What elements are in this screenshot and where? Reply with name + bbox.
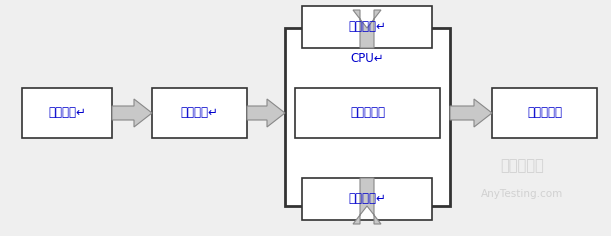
Text: 控制单元↵: 控制单元↵ [348,193,386,206]
Bar [22,88,112,138]
Text: AnyTesting.com: AnyTesting.com [481,189,563,198]
Polygon shape [247,99,285,127]
Text: 电源电路↵: 电源电路↵ [348,21,386,34]
Polygon shape [450,99,492,127]
Bar [295,88,440,138]
Text: 显示存储单: 显示存储单 [527,106,562,119]
Bar [492,88,597,138]
Text: 光学单元↵: 光学单元↵ [48,106,86,119]
Bar [302,178,432,220]
Text: 嘉峪检测网: 嘉峪检测网 [500,158,544,173]
Bar [302,6,432,48]
Polygon shape [353,10,381,48]
Bar [152,88,247,138]
Polygon shape [353,178,381,224]
Polygon shape [112,99,152,127]
Bar [285,28,450,206]
Text: 检测单元↵: 检测单元↵ [181,106,219,119]
Text: CPU↵: CPU↵ [351,51,384,64]
Text: 数据处理单: 数据处理单 [350,106,385,119]
